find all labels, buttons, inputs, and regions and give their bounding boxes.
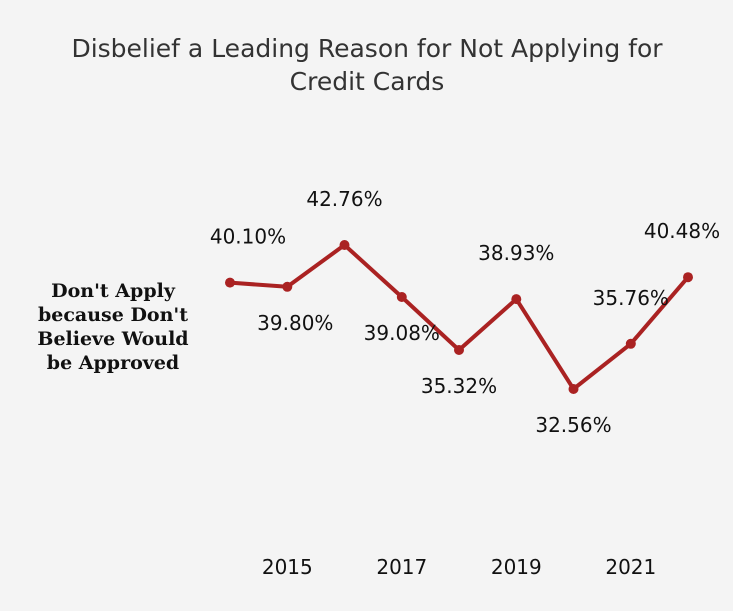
y-axis-label-line-3: Believe Would <box>37 328 188 350</box>
data-point-2016 <box>339 240 350 250</box>
data-label-2020: 32.56% <box>535 413 611 437</box>
x-tick-label-2019: 2019 <box>491 555 542 579</box>
y-axis-label-line-4: be Approved <box>47 352 179 374</box>
data-label-layer: 40.10% 39.80% 42.76% 39.08% 35.32% 38.93% 32.5… <box>210 187 720 437</box>
data-point-2021 <box>625 338 636 349</box>
data-point-2015 <box>282 281 293 292</box>
y-axis-label-line-1: Don't Apply <box>51 280 176 302</box>
y-axis-label-line-2: because Don't <box>38 304 188 326</box>
x-tick-label-2021: 2021 <box>605 555 656 579</box>
data-label-2017: 39.08% <box>364 321 440 345</box>
x-tick-label-2015: 2015 <box>262 555 313 579</box>
data-point-2014 <box>225 277 235 288</box>
x-axis-ticks: 2015 2017 2019 2021 <box>262 555 656 579</box>
data-label-2014: 40.10% <box>210 225 286 249</box>
data-label-2021: 35.76% <box>593 286 669 310</box>
series-layer <box>225 240 693 394</box>
data-point-2017 <box>396 292 407 302</box>
data-point-2022 <box>683 272 693 283</box>
data-point-2020 <box>568 384 579 394</box>
data-point-2018 <box>454 345 464 355</box>
data-point-2019 <box>511 294 522 305</box>
data-label-2019: 38.93% <box>478 241 554 265</box>
chart-title-line-2: Credit Cards <box>290 67 445 96</box>
data-label-2016: 42.76% <box>306 187 382 211</box>
x-tick-label-2017: 2017 <box>376 555 427 579</box>
data-label-2022: 40.48% <box>644 219 720 243</box>
data-label-2015: 39.80% <box>257 311 333 335</box>
data-label-2018: 35.32% <box>421 374 497 398</box>
chart-title-line-1: Disbelief a Leading Reason for Not Apply… <box>71 34 663 63</box>
